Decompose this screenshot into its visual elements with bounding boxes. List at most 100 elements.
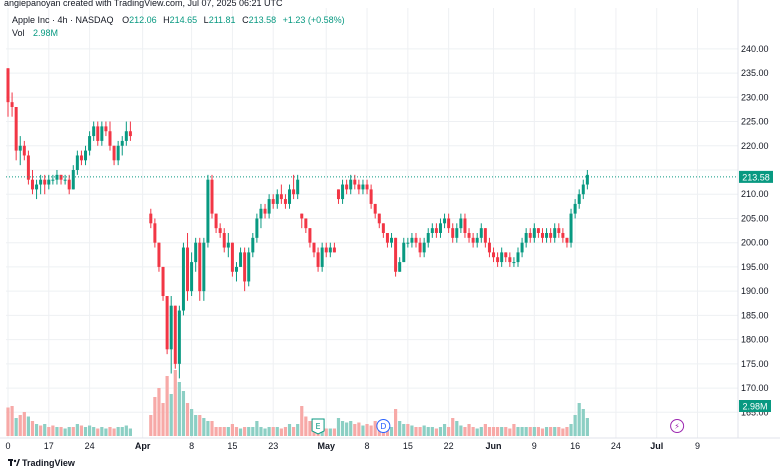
volume-bar bbox=[104, 428, 108, 436]
candle-body bbox=[153, 223, 157, 243]
volume-bar bbox=[581, 409, 585, 436]
event-label: ⚡ bbox=[674, 422, 680, 431]
volume-bar bbox=[402, 424, 406, 436]
candle-body bbox=[149, 213, 153, 224]
candle-body bbox=[553, 228, 557, 238]
volume-bar bbox=[500, 427, 504, 436]
candle-body bbox=[275, 194, 279, 204]
candle-body bbox=[283, 199, 287, 204]
candle-body bbox=[540, 233, 544, 238]
candle-body bbox=[292, 189, 296, 195]
volume-bar bbox=[14, 418, 18, 436]
candle-body bbox=[447, 218, 451, 229]
volume-bar bbox=[59, 427, 63, 436]
candle-body bbox=[18, 145, 22, 151]
price-tick-label: 185.00 bbox=[741, 310, 769, 320]
volume-bar bbox=[373, 421, 377, 436]
candle-body bbox=[173, 305, 177, 364]
time-tick-label: Jul bbox=[650, 441, 663, 451]
time-tick-label: 16 bbox=[570, 441, 580, 451]
volume-bar bbox=[112, 428, 116, 436]
volume-bar bbox=[447, 427, 451, 436]
candle-body bbox=[186, 247, 190, 292]
candle-body bbox=[288, 189, 292, 204]
volume-bar bbox=[67, 427, 71, 436]
volume-bar bbox=[190, 409, 194, 436]
candle-body bbox=[402, 242, 406, 263]
volume-bar bbox=[569, 424, 573, 436]
volume-bar bbox=[271, 427, 275, 436]
price-tick-label: 180.00 bbox=[741, 335, 769, 345]
volume-bar bbox=[83, 427, 88, 436]
volume-bar bbox=[353, 424, 357, 436]
volume-bar bbox=[324, 428, 328, 436]
volume-bar bbox=[202, 418, 206, 436]
price-tick-label: 225.00 bbox=[741, 117, 769, 127]
time-tick-label: 23 bbox=[268, 441, 278, 451]
volume-bar bbox=[520, 427, 524, 436]
low-label: L bbox=[203, 15, 209, 25]
time-tick-label: 15 bbox=[403, 441, 413, 451]
volume-bar bbox=[553, 427, 557, 436]
candle-body bbox=[324, 247, 328, 253]
candle-body bbox=[581, 184, 585, 195]
candle-body bbox=[271, 199, 275, 204]
volume-bar bbox=[181, 391, 186, 436]
candle-body bbox=[308, 228, 312, 243]
candle-body bbox=[59, 174, 63, 180]
candle-body bbox=[206, 179, 210, 243]
candle-body bbox=[532, 228, 536, 238]
volume-bar bbox=[18, 415, 22, 436]
time-tick-label: May bbox=[317, 441, 335, 451]
candle-body bbox=[426, 233, 430, 243]
earnings-icon bbox=[311, 418, 325, 435]
volume-bar bbox=[349, 421, 353, 436]
candle-body bbox=[177, 310, 181, 364]
volume-bar bbox=[565, 427, 569, 436]
candle-body bbox=[259, 208, 263, 219]
candle-body bbox=[512, 262, 516, 264]
candle-body bbox=[10, 102, 14, 107]
volume-bar bbox=[434, 428, 438, 436]
candle-body bbox=[536, 228, 540, 233]
candle-body bbox=[369, 189, 373, 204]
candle-body bbox=[47, 179, 51, 185]
close-label: C bbox=[242, 15, 249, 25]
volume-bar bbox=[63, 428, 67, 436]
volume-bar bbox=[47, 427, 51, 436]
candle-body bbox=[377, 213, 381, 224]
candle-body bbox=[279, 194, 283, 200]
candle-body bbox=[467, 233, 471, 238]
candle-body bbox=[263, 208, 267, 214]
volume-bar bbox=[263, 428, 267, 436]
time-tick-label: 15 bbox=[227, 441, 237, 451]
candle-body bbox=[169, 305, 173, 350]
candle-body bbox=[361, 184, 365, 190]
volume-bar bbox=[340, 421, 345, 436]
volume-bar bbox=[259, 427, 263, 436]
volume-label: Vol bbox=[12, 28, 25, 38]
candle-body bbox=[198, 242, 202, 292]
time-tick-label: 22 bbox=[444, 441, 454, 451]
price-tick-label: 205.00 bbox=[741, 213, 769, 223]
candle-body bbox=[226, 242, 230, 248]
candle-body bbox=[112, 145, 116, 161]
volume-bar bbox=[22, 412, 26, 436]
candle-body bbox=[414, 237, 418, 243]
volume-bar bbox=[88, 425, 92, 436]
candle-body bbox=[202, 242, 206, 292]
volume-bar bbox=[357, 422, 361, 436]
volume-bar bbox=[238, 428, 243, 436]
candle-body bbox=[365, 184, 369, 190]
time-tick-label: 24 bbox=[611, 441, 621, 451]
candle-body bbox=[267, 199, 271, 214]
volume-bar bbox=[308, 421, 312, 436]
volume-bar bbox=[487, 427, 492, 436]
time-tick-label: 9 bbox=[532, 441, 537, 451]
candle-body bbox=[328, 247, 332, 253]
candle-body bbox=[165, 296, 169, 350]
volume-bar bbox=[332, 428, 336, 436]
candle-body bbox=[434, 228, 438, 233]
volume-bar bbox=[116, 427, 120, 436]
